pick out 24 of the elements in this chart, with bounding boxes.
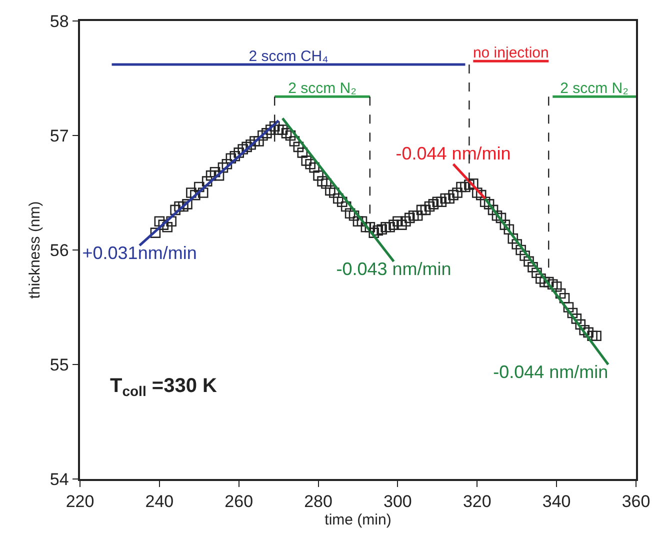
x-tick-label: 340 bbox=[542, 492, 571, 512]
series-label: -0.044 nm/min bbox=[493, 362, 608, 382]
y-axis-title: thickness (nm) bbox=[26, 201, 44, 299]
x-tick-label: 220 bbox=[66, 492, 94, 512]
y-tick-label: 54 bbox=[50, 470, 69, 489]
x-tick-label: 280 bbox=[304, 492, 332, 512]
y-tick-label: 58 bbox=[50, 12, 69, 31]
x-axis-title: time (min) bbox=[324, 512, 392, 529]
y-tick-label: 55 bbox=[50, 355, 69, 374]
x-tick-label: 300 bbox=[384, 492, 412, 512]
series-label: 2 sccm N₂ bbox=[560, 80, 629, 97]
series-label: +0.031nm/min bbox=[82, 242, 197, 263]
series-label: no injection bbox=[472, 44, 549, 62]
series-label: -0.044 nm/min bbox=[396, 144, 511, 164]
series-label: 2 sccm CH₄ bbox=[248, 48, 328, 65]
x-tick-label: 320 bbox=[462, 492, 492, 512]
series-label: 2 sccm N₂ bbox=[288, 80, 357, 97]
x-tick-label: 240 bbox=[145, 492, 174, 512]
y-tick-label: 57 bbox=[50, 126, 69, 146]
annotation: T$_{coll}$ =330 K bbox=[110, 375, 218, 400]
x-tick-label: 260 bbox=[224, 492, 254, 512]
y-tick-label: 56 bbox=[50, 240, 69, 260]
x-tick-label: 360 bbox=[622, 492, 650, 512]
series-label: -0.043 nm/min bbox=[336, 258, 452, 279]
